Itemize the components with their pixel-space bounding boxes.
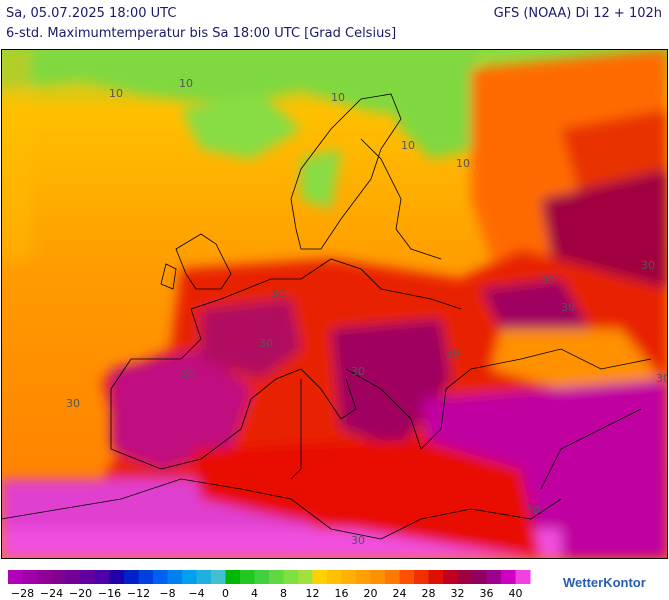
colorbar-tick-label: 4 <box>251 587 258 600</box>
contour-label: 10 <box>109 87 123 100</box>
contour-label: 30 <box>66 397 80 410</box>
contour-label: 10 <box>331 91 345 104</box>
colorbar-tick-label: 32 <box>451 587 465 600</box>
colorbar-tick-label: 40 <box>509 587 523 600</box>
colorbar-tick-label: 8 <box>280 587 287 600</box>
colorbar-segment <box>312 570 328 584</box>
colorbar-segment <box>327 570 342 584</box>
colorbar-tick-label: 36 <box>480 587 494 600</box>
colorbar-tick-label: −4 <box>188 587 204 600</box>
contour-label: 30 <box>526 504 540 517</box>
colorbar-segment <box>167 570 183 584</box>
colorbar-segment <box>486 570 502 584</box>
coastlines <box>1 93 652 540</box>
colorbar-segment <box>240 570 255 584</box>
colorbar-segment <box>428 570 444 584</box>
colorbar-segment <box>66 570 81 584</box>
colorbar-segment <box>153 570 168 584</box>
colorbar-segment <box>95 570 110 584</box>
colorbar-segment <box>385 570 400 584</box>
contour-labels: 10 10 10 10 10 30 30 30 30 30 30 30 30 30 30 30 30 <box>66 77 668 547</box>
contour-label: 10 <box>401 139 415 152</box>
colorbar-segment <box>298 570 313 584</box>
colorbar-segment <box>341 570 357 584</box>
colorbar-segment <box>196 570 212 584</box>
colorbar-segment <box>399 570 415 584</box>
colorbar-segment <box>138 570 154 584</box>
colorbar-tick-label: −20 <box>69 587 92 600</box>
colorbar-segment <box>370 570 386 584</box>
colorbar-tick-label: 12 <box>306 587 320 600</box>
right-title: GFS (NOAA) Di 12 + 102h <box>493 6 662 21</box>
colorbar-segment <box>109 570 125 584</box>
contour-label: 30 <box>351 365 365 378</box>
contour-label: 30 <box>641 259 655 272</box>
contour-label: 30 <box>561 301 575 314</box>
colorbar-segment <box>356 570 371 584</box>
colorbar-segment <box>8 570 23 584</box>
contour-label: 30 <box>351 534 365 547</box>
colorbar-segment <box>22 570 38 584</box>
logo: WetterKontor <box>563 575 646 590</box>
colorbar-segment <box>80 570 96 584</box>
colorbar-segment <box>225 570 241 584</box>
colorbar-segment <box>501 570 516 584</box>
colorbar: −28 −24 −20 −16 −12 −8 −4 0 4 8 12 16 20 24 28 32 36 40 <box>8 570 531 600</box>
colorbar-segment <box>515 570 531 584</box>
subtitle: 6-std. Maximumtemperatur bis Sa 18:00 UT… <box>6 26 397 41</box>
colorbar-tick-label: −28 <box>11 587 34 600</box>
left-title: Sa, 05.07.2025 18:00 UTC <box>6 6 177 21</box>
colorbar-tick-label: −24 <box>40 587 63 600</box>
colorbar-tick-label: 16 <box>335 587 349 600</box>
contour-label: 30 <box>271 287 285 300</box>
colorbar-segment <box>182 570 197 584</box>
colorbar-segment <box>124 570 139 584</box>
contour-label: 30 <box>259 337 273 350</box>
colorbar-segment <box>211 570 226 584</box>
contour-label: 30 <box>446 347 460 360</box>
map-frame <box>1 49 668 559</box>
colorbar-tick-label: 24 <box>393 587 407 600</box>
contour-label: 10 <box>179 77 193 90</box>
colorbar-tick-label: 20 <box>364 587 378 600</box>
colorbar-tick-label: −12 <box>127 587 150 600</box>
contour-label: 30 <box>181 367 195 380</box>
temperature-field <box>1 49 668 559</box>
colorbar-tick-label: 28 <box>422 587 436 600</box>
colorbar-segment <box>443 570 458 584</box>
colorbar-segment <box>283 570 299 584</box>
contour-label: 30 <box>656 372 668 385</box>
colorbar-segment <box>37 570 52 584</box>
contour-label: 10 <box>456 157 470 170</box>
contour-label: 30 <box>541 274 555 287</box>
colorbar-segment <box>472 570 487 584</box>
colorbar-segment <box>414 570 429 584</box>
colorbar-tick-label: −8 <box>159 587 175 600</box>
colorbar-segment <box>269 570 284 584</box>
colorbar-segment <box>457 570 473 584</box>
colorbar-segment <box>51 570 67 584</box>
colorbar-segment <box>254 570 270 584</box>
map: 10 10 10 10 10 30 30 30 30 30 30 30 30 30 30 30 30 <box>1 49 668 559</box>
colorbar-tick-label: 0 <box>222 587 229 600</box>
colorbar-tick-label: −16 <box>98 587 121 600</box>
